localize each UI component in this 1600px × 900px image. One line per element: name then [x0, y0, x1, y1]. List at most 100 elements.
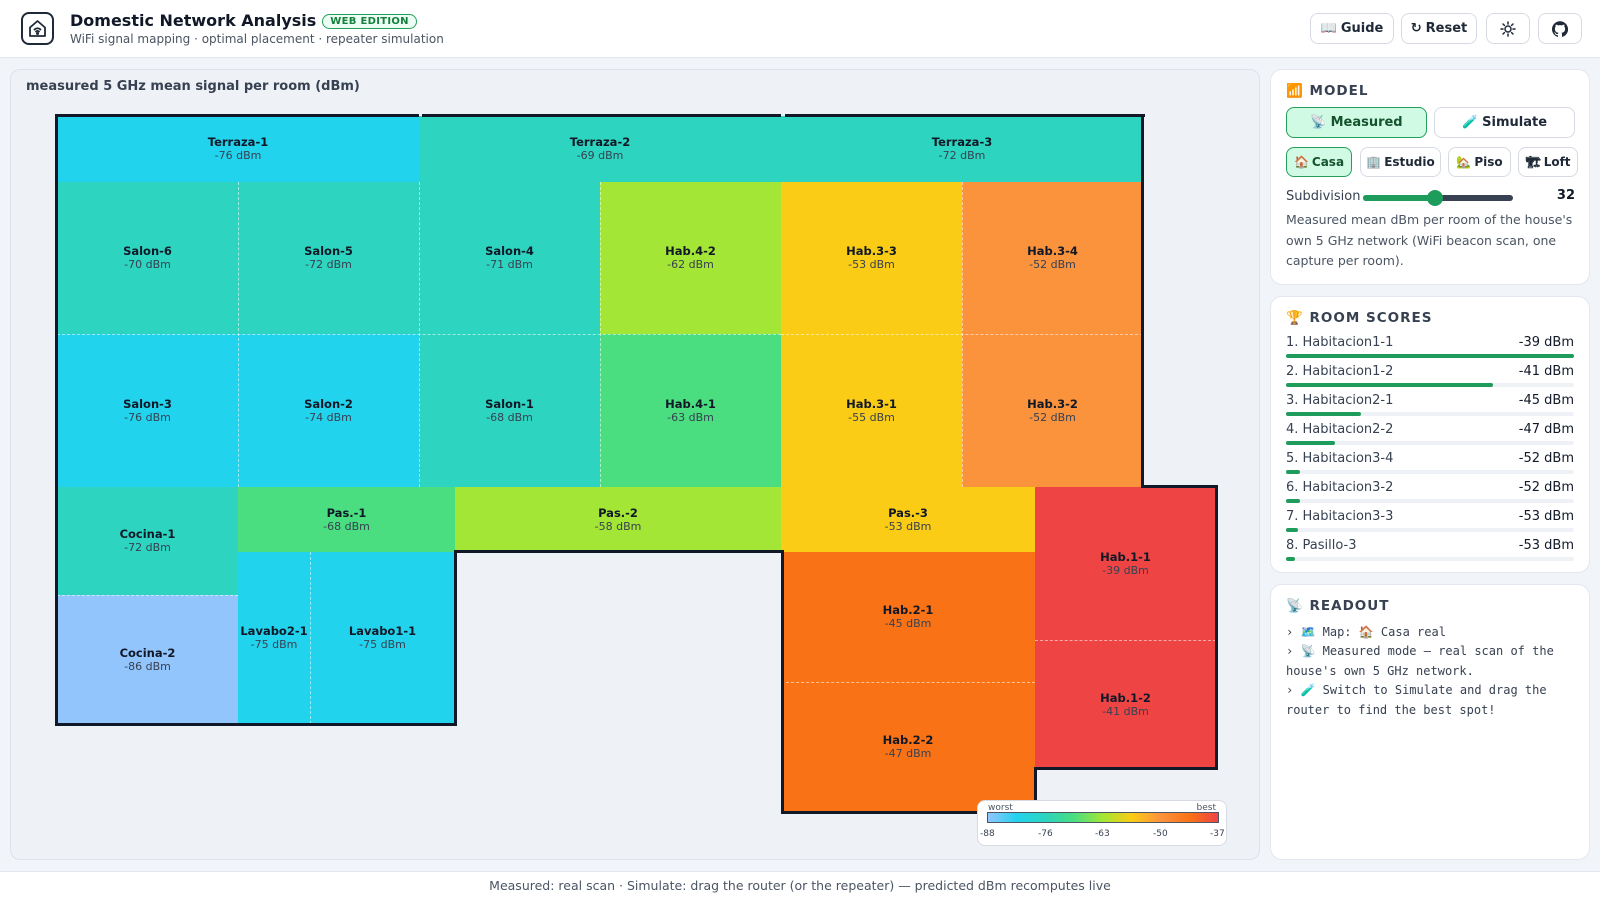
construction-icon: 🏗 — [1525, 155, 1541, 169]
room-hab-4-2[interactable]: Hab.4-2 -62 dBm — [600, 182, 781, 334]
room-hab-2-1[interactable]: Hab.2-1 -45 dBm — [781, 552, 1035, 682]
legend-tick: -63 — [1095, 829, 1110, 839]
score-room-name: 4. Habitacion2-2 — [1286, 422, 1394, 437]
room-hab-1-1[interactable]: Hab.1-1 -39 dBm — [1035, 487, 1216, 640]
room-hab-3-3[interactable]: Hab.3-3 -53 dBm — [781, 182, 962, 334]
score-bar-fill — [1286, 470, 1301, 474]
room-pas-2[interactable]: Pas.-2 -58 dBm — [455, 487, 781, 552]
room-name: Lavabo1-1 — [348, 624, 417, 638]
score-room-name: 6. Habitacion3-2 — [1286, 480, 1394, 495]
room-pas-1[interactable]: Pas.-1 -68 dBm — [238, 487, 455, 552]
score-row: 3. Habitacion2-1 -45 dBm — [1286, 393, 1574, 422]
room-name: Terraza-1 — [207, 135, 269, 149]
office-icon: 🏢 — [1366, 155, 1382, 169]
score-room-value: -45 dBm — [1518, 393, 1574, 408]
room-salon-6[interactable]: Salon-6 -70 dBm — [57, 182, 238, 334]
map-loft-label: Loft — [1543, 155, 1571, 169]
model-title-text: MODEL — [1309, 83, 1369, 99]
map-panel: measured 5 GHz mean signal per room (dBm… — [10, 69, 1260, 860]
room-salon-5[interactable]: Salon-5 -72 dBm — [238, 182, 419, 334]
score-room-name: 3. Habitacion2-1 — [1286, 393, 1394, 408]
room-signal-value: -53 dBm — [848, 258, 895, 271]
score-row: 6. Habitacion3-2 -52 dBm — [1286, 480, 1574, 509]
room-salon-4[interactable]: Salon-4 -71 dBm — [419, 182, 600, 334]
room-name: Salon-1 — [485, 396, 534, 411]
map-estudio-button[interactable]: 🏢 Estudio — [1360, 147, 1441, 177]
map-loft-button[interactable]: 🏗 Loft — [1518, 147, 1578, 177]
map-title: measured 5 GHz mean signal per room (dBm… — [26, 79, 360, 94]
exterior-wall — [55, 114, 419, 117]
score-row: 2. Habitacion1-2 -41 dBm — [1286, 364, 1574, 393]
subdivision-label: Subdivision — [1286, 189, 1361, 204]
score-bar-fill — [1286, 354, 1574, 358]
measured-mode-button[interactable]: 📡 Measured — [1286, 107, 1427, 138]
score-row: 8. Pasillo-3 -53 dBm — [1286, 538, 1574, 567]
app-header: Domestic Network Analysis WEB EDITION WiF… — [0, 0, 1600, 58]
score-bar-fill — [1286, 557, 1295, 561]
room-hab-3-4[interactable]: Hab.3-4 -52 dBm — [962, 182, 1143, 334]
exterior-wall — [1034, 767, 1218, 770]
room-scores-title: 🏆 ROOM SCORES — [1286, 310, 1432, 326]
room-divider — [57, 334, 781, 335]
room-salon-1[interactable]: Salon-1 -68 dBm — [419, 334, 600, 487]
score-room-value: -41 dBm — [1518, 364, 1574, 379]
score-bar-fill — [1286, 499, 1301, 503]
simulate-mode-button[interactable]: 🧪 Simulate — [1434, 107, 1575, 138]
github-button[interactable] — [1538, 13, 1582, 44]
map-casa-button[interactable]: 🏠 Casa — [1286, 147, 1352, 177]
model-title: 📶 MODEL — [1286, 83, 1368, 99]
room-signal-value: -68 dBm — [323, 519, 370, 533]
readout-title: 📡 READOUT — [1286, 598, 1389, 614]
subdivision-slider[interactable] — [1363, 190, 1513, 206]
room-name: Hab.4-2 — [665, 244, 716, 258]
theme-toggle-button[interactable] — [1486, 13, 1530, 44]
room-hab-3-2[interactable]: Hab.3-2 -52 dBm — [962, 334, 1143, 487]
room-signal-value: -75 dBm — [250, 638, 298, 651]
room-salon-3[interactable]: Salon-3 -76 dBm — [57, 334, 238, 487]
score-room-name: 7. Habitacion3-3 — [1286, 509, 1394, 524]
app-title-text: Domestic Network Analysis — [70, 11, 317, 30]
reset-label: Reset — [1425, 21, 1468, 36]
room-signal-value: -45 dBm — [884, 617, 932, 630]
sun-icon — [1500, 20, 1516, 37]
room-divider — [781, 682, 1035, 683]
room-signal-value: -71 dBm — [486, 258, 533, 271]
room-signal-value: -52 dBm — [1029, 258, 1076, 271]
room-hab-1-2[interactable]: Hab.1-2 -41 dBm — [1035, 640, 1216, 769]
room-name: Hab.3-1 — [846, 396, 897, 411]
room-terraza-1[interactable]: Terraza-1 -76 dBm — [57, 116, 419, 182]
room-divider — [781, 334, 1143, 335]
room-cocina-1[interactable]: Cocina-1 -72 dBm — [57, 487, 238, 595]
subdivision-slider-thumb[interactable] — [1427, 190, 1443, 206]
map-casa-label: Casa — [1311, 155, 1345, 169]
room-name: Salon-3 — [123, 396, 172, 411]
map-piso-label: Piso — [1474, 155, 1503, 169]
room-signal-value: -58 dBm — [594, 519, 642, 533]
room-signal-value: -69 dBm — [576, 149, 624, 162]
antenna-icon: 📡 — [1286, 598, 1304, 614]
room-hab-4-1[interactable]: Hab.4-1 -63 dBm — [600, 334, 781, 487]
app-title: Domestic Network Analysis WEB EDITION — [70, 11, 417, 30]
room-terraza-3[interactable]: Terraza-3 -72 dBm — [781, 116, 1143, 182]
room-pas-3[interactable]: Pas.-3 -53 dBm — [781, 487, 1035, 552]
room-salon-2[interactable]: Salon-2 -74 dBm — [238, 334, 419, 487]
room-signal-value: -63 dBm — [667, 410, 714, 424]
legend-tick: -50 — [1153, 829, 1168, 839]
room-lavabo1-1[interactable]: Lavabo1-1 -75 dBm — [310, 552, 455, 724]
guide-button[interactable]: 📖 Guide — [1310, 13, 1394, 44]
room-terraza-2[interactable]: Terraza-2 -69 dBm — [419, 116, 781, 182]
exterior-wall — [454, 550, 457, 726]
room-name: Salon-5 — [304, 244, 353, 258]
map-piso-button[interactable]: 🏡 Piso — [1448, 147, 1511, 177]
room-hab-2-2[interactable]: Hab.2-2 -47 dBm — [781, 682, 1035, 812]
readout-card: 📡 READOUT › 🗺️ Map: 🏠 Casa real › 📡 Meas… — [1270, 584, 1590, 860]
reset-button[interactable]: ↻ Reset — [1401, 13, 1477, 44]
house-icon: 🏠 — [1293, 155, 1309, 169]
room-lavabo2-1[interactable]: Lavabo2-1 -75 dBm — [238, 552, 310, 724]
score-bar-track — [1286, 441, 1574, 445]
room-name: Cocina-2 — [119, 645, 176, 660]
room-cocina-2[interactable]: Cocina-2 -86 dBm — [57, 595, 238, 724]
room-hab-3-1[interactable]: Hab.3-1 -55 dBm — [781, 334, 962, 487]
exterior-wall — [55, 114, 58, 726]
exterior-wall — [785, 114, 1145, 117]
